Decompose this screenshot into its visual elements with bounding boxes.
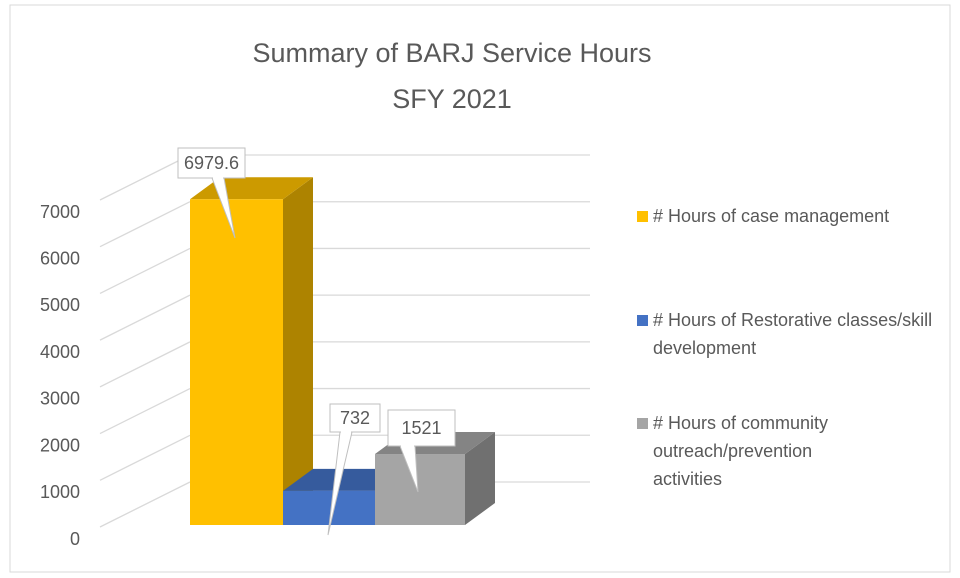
- bar: [283, 490, 375, 525]
- data-label-box: [387, 409, 456, 447]
- grid-line: [99, 481, 191, 528]
- legend-label: # Hours of case management: [653, 206, 890, 226]
- y-tick-label: 4000: [40, 342, 80, 362]
- chart-title: Summary of BARJ Service Hours: [252, 38, 651, 68]
- data-label-box: [177, 147, 246, 179]
- legend-swatch: [637, 211, 648, 222]
- legend-swatch: [637, 315, 648, 326]
- legend-item: # Hours of Restorative classes/skill dev…: [637, 306, 952, 362]
- y-tick-label: 3000: [40, 389, 80, 409]
- y-tick-label: 6000: [40, 248, 80, 268]
- y-tick-label: 7000: [40, 202, 80, 222]
- grid-line: [99, 387, 191, 435]
- legend-swatch: [637, 418, 648, 429]
- data-label: 6979.6: [184, 153, 239, 173]
- bar-top: [283, 468, 405, 491]
- legend-label: # Hours of community outreach/prevention…: [653, 413, 829, 489]
- legend-label: # Hours of Restorative classes/skill dev…: [653, 310, 933, 358]
- legend-item: # Hours of community outreach/prevention…: [637, 409, 952, 493]
- grid-line: [99, 154, 191, 201]
- chart-subtitle: SFY 2021: [392, 84, 512, 114]
- y-tick-label: 0: [70, 529, 80, 549]
- grid-line: [99, 434, 191, 481]
- data-label: 732: [340, 408, 370, 428]
- y-tick-label: 2000: [40, 435, 80, 455]
- bar-side: [465, 432, 495, 525]
- y-tick-label: 5000: [40, 295, 80, 315]
- data-label: 1521: [401, 418, 441, 438]
- data-label-box: [329, 403, 381, 433]
- grid-line: [99, 294, 191, 341]
- grid-line: [99, 201, 191, 248]
- grid-line: [99, 247, 191, 295]
- legend-item: # Hours of case management: [637, 202, 952, 230]
- bar: [375, 454, 465, 525]
- bar-side: [283, 177, 313, 526]
- y-tick-label: 1000: [40, 482, 80, 502]
- grid-line: [99, 341, 191, 388]
- bar: [190, 199, 283, 526]
